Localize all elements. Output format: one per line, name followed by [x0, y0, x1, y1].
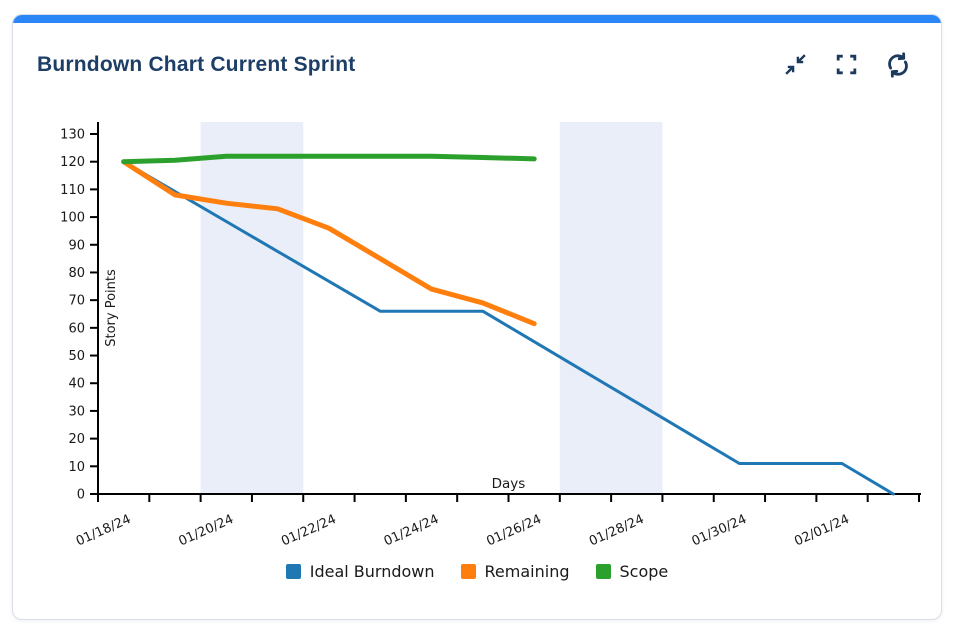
y-tick-label: 20: [68, 432, 85, 447]
burndown-chart[interactable]: 0 10 20 30 40 50 60 70 80 90 100 110 120 130 01/18/24 0…: [13, 101, 941, 553]
refresh-icon: [887, 51, 908, 78]
page-title: Burndown Chart Current Sprint: [37, 52, 356, 76]
weekend-band: [200, 122, 304, 494]
series-scope[interactable]: [121, 153, 537, 165]
x-tick-label: 01/20/24: [176, 512, 235, 549]
legend-label: Scope: [619, 562, 669, 581]
burndown-card: Burndown Chart Current Sprint: [12, 14, 942, 620]
y-tick-label: 40: [68, 377, 85, 392]
y-tick-label: 10: [68, 460, 85, 475]
x-tick-label: 01/28/24: [587, 512, 646, 549]
card-accent-bar: [13, 15, 941, 23]
y-tick-label: 50: [68, 349, 85, 364]
legend-item-scope[interactable]: Scope: [595, 562, 669, 581]
x-tick-label: 01/18/24: [74, 512, 133, 549]
collapse-icon: [785, 54, 806, 75]
x-tick-label: 01/24/24: [382, 512, 441, 549]
chart-legend: Ideal Burndown Remaining Scope: [13, 562, 941, 581]
x-tick-label: 01/30/24: [690, 512, 749, 549]
refresh-button[interactable]: [884, 51, 911, 78]
collapse-button[interactable]: [782, 51, 809, 78]
y-tick-label: 80: [68, 266, 85, 281]
legend-label: Remaining: [484, 562, 570, 581]
legend-item-ideal-burndown[interactable]: Ideal Burndown: [285, 562, 435, 581]
y-tick-label: 70: [68, 294, 85, 309]
x-axis-title: Days: [492, 476, 526, 492]
y-tick-label: 100: [60, 211, 85, 226]
y-axis: 0 10 20 30 40 50 60 70 80 90 100 110 120 130: [60, 128, 98, 503]
legend-label: Ideal Burndown: [309, 562, 435, 581]
y-tick-label: 130: [60, 128, 85, 143]
series-ideal-burndown[interactable]: [122, 160, 895, 496]
y-tick-label: 30: [68, 404, 85, 419]
y-tick-label: 120: [60, 155, 85, 170]
y-tick-label: 0: [77, 488, 85, 503]
legend-swatch: [595, 564, 611, 579]
y-tick-label: 60: [68, 321, 85, 336]
header-icons: [782, 51, 911, 78]
series-remaining[interactable]: [121, 159, 537, 327]
fullscreen-icon: [836, 54, 857, 75]
x-axis: 01/18/24 01/20/24 01/22/24 01/24/24 01/26/24…: [74, 494, 920, 549]
y-axis-title: Story Points: [104, 269, 119, 347]
card-header: Burndown Chart Current Sprint: [37, 51, 911, 78]
x-tick-label: 02/01/24: [792, 512, 851, 549]
x-tick-label: 01/26/24: [484, 512, 543, 549]
y-tick-label: 110: [60, 183, 85, 198]
legend-item-remaining[interactable]: Remaining: [460, 562, 570, 581]
y-tick-label: 90: [68, 238, 85, 253]
legend-swatch: [460, 564, 476, 579]
fullscreen-button[interactable]: [833, 51, 860, 78]
x-tick-label: 01/22/24: [279, 512, 338, 549]
weekend-band: [559, 122, 663, 494]
legend-swatch: [285, 564, 301, 579]
